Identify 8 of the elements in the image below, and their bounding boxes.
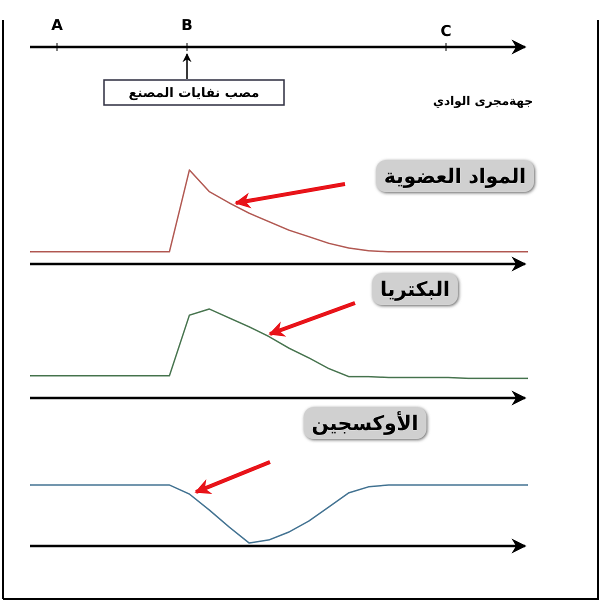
text: B	[181, 16, 193, 34]
text: جهةمجرى الوادي	[433, 94, 533, 108]
text: C	[440, 22, 452, 40]
chart-title: الأوكسجين	[312, 411, 418, 435]
chart-title: البكتريا	[380, 277, 450, 301]
text: A	[51, 16, 64, 34]
text: مصب نفايات المصنع	[128, 86, 260, 101]
chart-title: المواد العضوية	[384, 164, 526, 188]
